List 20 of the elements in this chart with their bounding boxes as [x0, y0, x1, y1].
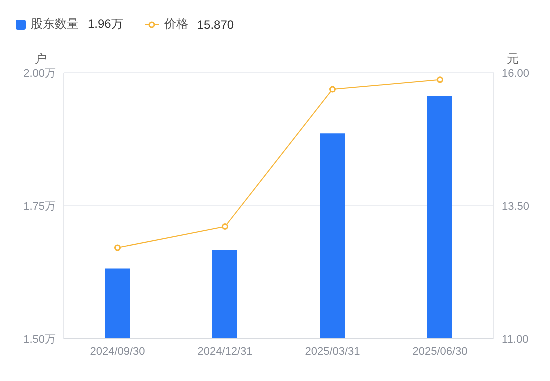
point: [330, 86, 336, 93]
x-tick-label: 2024/09/30: [90, 346, 146, 358]
point: [114, 244, 121, 252]
x-tick-label: 2025/03/31: [305, 346, 360, 358]
y-tick-label: 1.50万: [24, 334, 56, 346]
y2-tick-label: 11.00: [502, 334, 529, 346]
y2-axis-title: 元: [507, 52, 519, 66]
y-tick-label: 2.00万: [24, 68, 56, 80]
y2-tick-label: 16.00: [502, 68, 530, 80]
legend-label: 价格: [164, 16, 188, 33]
y-tick-label: 1.75万: [24, 200, 56, 213]
x-tick-label: 2025/06/30: [412, 346, 468, 358]
x-tick-label: 2024/12/31: [198, 346, 253, 358]
point: [437, 76, 444, 84]
text: 1.96万: [88, 16, 124, 33]
point: [222, 224, 228, 230]
legend-label: 股东数量: [31, 16, 79, 33]
text: 15.870: [197, 18, 234, 32]
y-axis-title: 户: [35, 52, 47, 66]
y2-tick-label: 13.50: [502, 200, 530, 213]
